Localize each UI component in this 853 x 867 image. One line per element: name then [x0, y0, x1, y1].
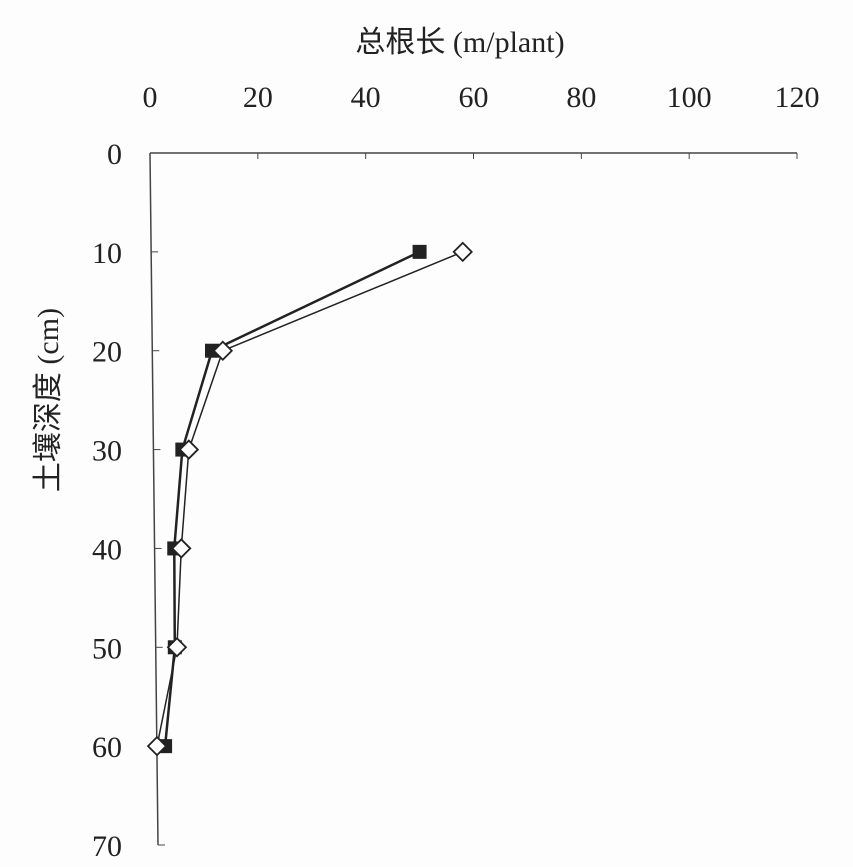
- x-tick-label: 60: [459, 81, 489, 114]
- y-tick-label: 50: [92, 632, 122, 665]
- y-tick-label: 30: [92, 435, 122, 468]
- series-line: [163, 250, 421, 747]
- series-2: [146, 241, 473, 757]
- diamond-marker: [178, 439, 200, 460]
- y-tick-label: 20: [92, 336, 122, 369]
- y-tick-label: 0: [107, 138, 122, 171]
- x-tick-label: 0: [143, 81, 158, 114]
- x-tick-label: 120: [775, 81, 820, 114]
- axes: 0 20 40 60 80 100 120 0 10 20 30 40 50 60 70: [92, 81, 820, 863]
- x-tick-label: 40: [351, 81, 381, 114]
- y-tick-label: 10: [92, 237, 122, 270]
- square-marker: [412, 244, 427, 259]
- y-axis-title: 土壤深度 (cm): [32, 308, 65, 492]
- x-tick-label: 20: [243, 81, 273, 114]
- diamond-marker: [166, 637, 188, 658]
- y-tick-label: 40: [92, 533, 122, 566]
- x-tick-label: 80: [566, 81, 596, 114]
- diamond-marker: [146, 735, 168, 757]
- square-marker: [205, 343, 220, 358]
- diamond-marker: [170, 538, 192, 559]
- y-axis-line: [149, 152, 159, 846]
- diamond-marker: [452, 241, 473, 263]
- y-tick-label: 70: [92, 830, 122, 863]
- data-series: [146, 241, 473, 757]
- series-1: [158, 244, 427, 754]
- series-line: [156, 251, 464, 747]
- y-tick-label: 60: [92, 731, 122, 764]
- diamond-marker: [212, 340, 234, 361]
- x-axis-title: 总根长 (m/plant): [355, 26, 564, 59]
- x-tick-label: 100: [667, 81, 712, 114]
